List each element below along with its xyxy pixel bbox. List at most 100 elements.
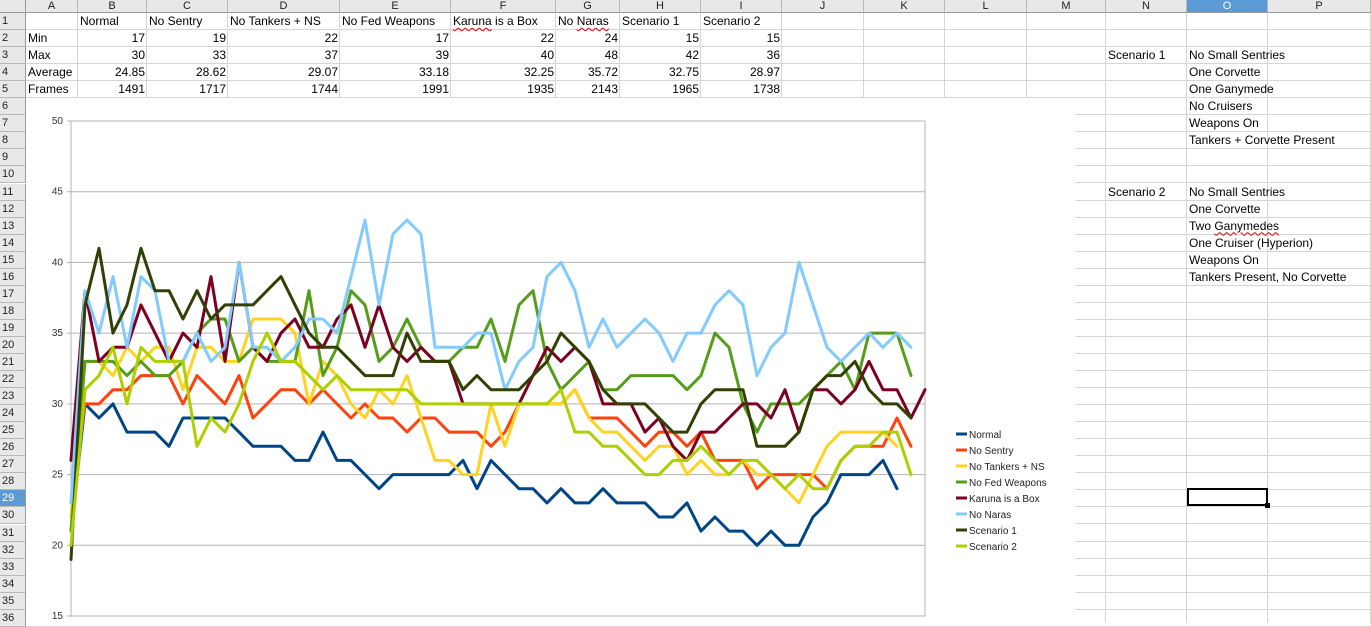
table-value-cell[interactable]: 15 [685,31,699,46]
table-header-cell[interactable]: Scenario 2 [703,14,761,28]
row-header-24[interactable]: 24 [0,405,26,423]
row-header-29[interactable]: 29 [0,490,26,508]
row-header-34[interactable]: 34 [0,575,26,593]
table-header-cell[interactable]: Karuna is a Box [453,14,538,28]
row-header-10[interactable]: 10 [0,166,26,184]
scenario-note[interactable]: No Small Sentries [1189,184,1286,199]
row-header-32[interactable]: 32 [0,541,26,559]
row-header-1[interactable]: 1 [0,13,26,30]
column-header-l[interactable]: L [945,0,1027,13]
table-row-label[interactable]: Average [28,65,73,80]
row-header-18[interactable]: 18 [0,302,26,320]
scenario-note[interactable]: Weapons On [1189,252,1259,267]
table-row-label[interactable]: Frames [28,82,69,97]
table-value-cell[interactable]: 37 [324,48,338,63]
row-header-35[interactable]: 35 [0,592,26,610]
table-value-cell[interactable]: 32.75 [668,65,699,80]
table-value-cell[interactable]: 1935 [527,82,554,97]
table-header-cell[interactable]: No Sentry [149,14,203,28]
column-header-d[interactable]: D [228,0,340,13]
column-header-i[interactable]: I [701,0,782,13]
column-header-f[interactable]: F [451,0,556,13]
table-value-cell[interactable]: 1738 [753,82,780,97]
selected-cell-cursor[interactable] [1187,488,1270,508]
row-header-16[interactable]: 16 [0,268,26,286]
table-value-cell[interactable]: 35.72 [587,65,618,80]
row-header-26[interactable]: 26 [0,439,26,457]
scenario-note[interactable]: Tankers + Corvette Present [1189,133,1335,148]
scenario-label[interactable]: Scenario 2 [1108,184,1166,199]
row-header-6[interactable]: 6 [0,98,26,116]
table-value-cell[interactable]: 17 [435,31,449,46]
table-header-cell[interactable]: No Fed Weapons [342,14,436,28]
row-header-8[interactable]: 8 [0,132,26,150]
table-value-cell[interactable]: 1491 [118,82,145,97]
select-all-corner[interactable] [0,0,26,13]
table-value-cell[interactable]: 24 [604,31,618,46]
scenario-note[interactable]: Tankers Present, No Corvette [1189,269,1347,284]
table-value-cell[interactable]: 40 [540,48,554,63]
table-value-cell[interactable]: 2143 [591,82,618,97]
row-header-22[interactable]: 22 [0,371,26,389]
row-header-3[interactable]: 3 [0,47,26,65]
table-value-cell[interactable]: 36 [766,48,780,63]
row-header-30[interactable]: 30 [0,507,26,525]
table-value-cell[interactable]: 32.25 [523,65,554,80]
row-header-23[interactable]: 23 [0,388,26,406]
row-header-13[interactable]: 13 [0,217,26,235]
row-header-27[interactable]: 27 [0,456,26,474]
table-value-cell[interactable]: 42 [685,48,699,63]
table-value-cell[interactable]: 1965 [672,82,699,97]
row-header-33[interactable]: 33 [0,558,26,576]
column-header-o[interactable]: O [1187,0,1268,13]
table-value-cell[interactable]: 17 [131,31,145,46]
scenario-note[interactable]: No Small Sentries [1189,48,1286,63]
column-header-m[interactable]: M [1027,0,1106,13]
column-header-n[interactable]: N [1106,0,1187,13]
table-value-cell[interactable]: 33.18 [418,65,449,80]
table-header-cell[interactable]: Scenario 1 [622,14,680,28]
table-row-label[interactable]: Min [28,31,48,46]
row-header-28[interactable]: 28 [0,473,26,491]
scenario-note[interactable]: One Corvette [1189,201,1261,216]
column-header-g[interactable]: G [556,0,620,13]
scenario-note[interactable]: No Cruisers [1189,99,1253,114]
table-value-cell[interactable]: 39 [435,48,449,63]
table-header-cell[interactable]: No Naras [558,14,609,28]
table-value-cell[interactable]: 22 [324,31,338,46]
table-header-cell[interactable]: No Tankers + NS [230,14,321,28]
column-header-k[interactable]: K [864,0,945,13]
row-header-15[interactable]: 15 [0,251,26,269]
row-header-20[interactable]: 20 [0,336,26,354]
column-header-h[interactable]: H [620,0,701,13]
table-value-cell[interactable]: 28.97 [749,65,780,80]
scenario-note[interactable]: One Corvette [1189,65,1261,80]
column-header-b[interactable]: B [78,0,147,13]
row-header-21[interactable]: 21 [0,354,26,371]
row-header-2[interactable]: 2 [0,30,26,48]
table-value-cell[interactable]: 28.62 [195,65,226,80]
table-value-cell[interactable]: 30 [131,48,145,63]
scenario-label[interactable]: Scenario 1 [1108,48,1166,63]
row-header-12[interactable]: 12 [0,200,26,218]
table-row-label[interactable]: Max [28,48,51,63]
scenario-note[interactable]: Weapons On [1189,116,1259,131]
table-value-cell[interactable]: 22 [540,31,554,46]
row-header-11[interactable]: 11 [0,183,26,201]
column-header-p[interactable]: P [1268,0,1371,13]
scenario-note[interactable]: Two Ganymedes [1189,218,1280,233]
column-header-a[interactable]: A [26,0,78,13]
table-value-cell[interactable]: 19 [212,31,226,46]
row-header-9[interactable]: 9 [0,149,26,167]
column-header-e[interactable]: E [340,0,451,13]
row-header-17[interactable]: 17 [0,285,26,303]
table-value-cell[interactable]: 15 [766,31,780,46]
table-value-cell[interactable]: 1991 [422,82,449,97]
scenario-note[interactable]: One Ganymede [1189,82,1274,97]
row-header-25[interactable]: 25 [0,422,26,440]
row-header-7[interactable]: 7 [0,115,26,133]
row-header-19[interactable]: 19 [0,319,26,337]
table-value-cell[interactable]: 1717 [199,82,226,97]
row-header-14[interactable]: 14 [0,234,26,252]
column-header-c[interactable]: C [147,0,228,13]
